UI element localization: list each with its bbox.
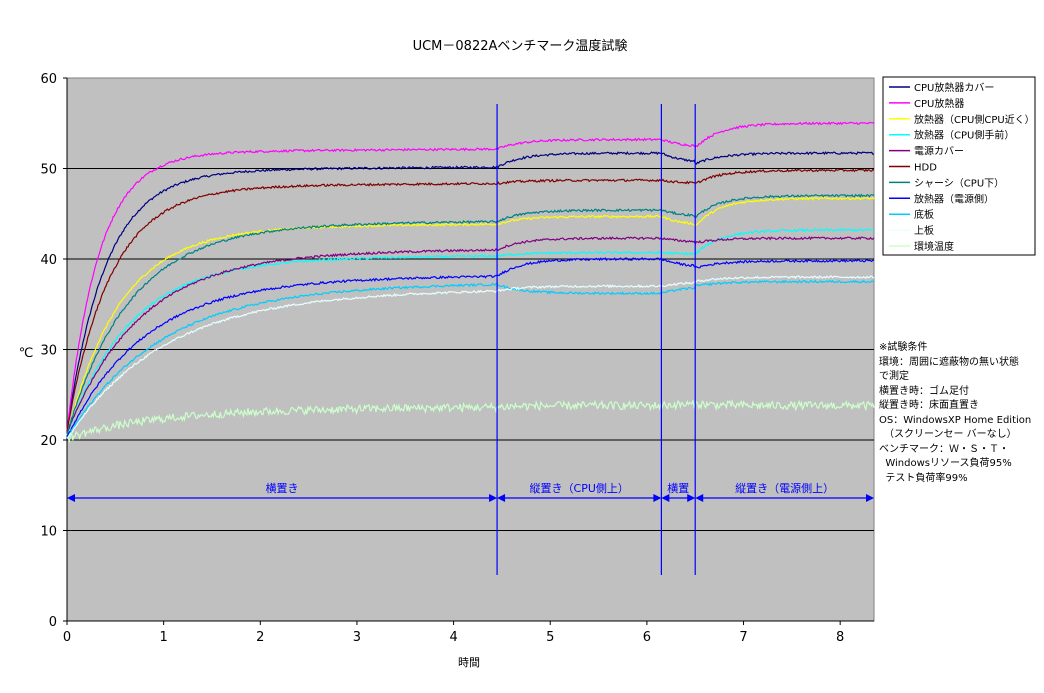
x-axis-label: 時間 bbox=[458, 656, 480, 669]
note-line: （スクリーンセー バーなし） bbox=[879, 429, 1017, 440]
test-conditions-notes: ※試験条件 環境：周囲に遮蔽物の無い状態 で測定 横置き時：ゴム足付 縦置き時：… bbox=[879, 341, 1044, 486]
series-line bbox=[66, 236, 875, 433]
y-tick-label: 50 bbox=[40, 163, 57, 178]
legend-label: HDD bbox=[914, 163, 937, 174]
note-line: ベンチマーク：Ｗ・Ｓ・Ｔ・ bbox=[879, 443, 1009, 455]
plot-area: 0 10 20 30 40 50 60 0 1 2 3 4 5 6 7 8 横置き 縦置き（CPU側上） 横置 縦置き… bbox=[40, 72, 875, 645]
legend-label: シャーシ（CPU下） bbox=[914, 177, 1004, 189]
legend-label: CPU放熱器カバー bbox=[914, 81, 994, 94]
legend-label: CPU放熱器 bbox=[914, 97, 964, 110]
phase-arrow-head bbox=[497, 494, 506, 502]
phase-arrow-head bbox=[695, 494, 704, 502]
series-line bbox=[66, 275, 875, 439]
phase-arrow-head bbox=[489, 494, 498, 502]
y-tick-label: 30 bbox=[40, 344, 57, 359]
chart-title: UCM－0822Aベンチマーク温度試験 bbox=[413, 38, 628, 54]
legend-label: 底板 bbox=[914, 208, 934, 221]
y-tick-label: 10 bbox=[40, 525, 57, 540]
x-tick-label: 7 bbox=[739, 630, 747, 645]
note-line: 縦置き時：床面直置き bbox=[879, 400, 979, 411]
legend-label: 上板 bbox=[914, 224, 934, 237]
y-tick-label: 60 bbox=[40, 72, 57, 87]
legend-label: 放熱器（CPU側CPU近く） bbox=[914, 113, 1035, 126]
phase-arrow-head bbox=[653, 494, 662, 502]
phase-label: 縦置き（CPU側上） bbox=[530, 482, 629, 495]
note-line: 横置き時：ゴム足付 bbox=[879, 385, 969, 397]
series-line bbox=[66, 168, 875, 432]
x-tick-label: 5 bbox=[546, 630, 554, 645]
phase-arrow-head bbox=[866, 494, 874, 502]
series-line bbox=[66, 196, 875, 435]
legend-label: 電源カバー bbox=[914, 145, 964, 158]
phase-label: 横置き bbox=[266, 481, 299, 495]
legend-label: 環境温度 bbox=[914, 240, 954, 253]
phase-arrow-head bbox=[687, 494, 696, 502]
y-axis-label: ℃ bbox=[19, 346, 34, 361]
series-line bbox=[66, 257, 875, 438]
note-line: で測定 bbox=[879, 371, 909, 382]
phase-arrow-head bbox=[67, 494, 75, 502]
x-tick-label: 3 bbox=[353, 630, 361, 645]
series-line bbox=[66, 121, 875, 432]
x-tick-label: 8 bbox=[836, 630, 844, 645]
note-line: 環境：周囲に遮蔽物の無い状態 bbox=[879, 356, 1019, 368]
note-line: テスト負荷率99% bbox=[879, 472, 968, 484]
phase-label: 縦置き（電源側上） bbox=[735, 481, 834, 495]
x-tick-label: 2 bbox=[256, 630, 264, 645]
note-line: OS：WindowsXP Home Edition bbox=[879, 414, 1032, 426]
series-line bbox=[66, 151, 874, 431]
phase-arrow-head bbox=[661, 494, 670, 502]
x-tick-label: 6 bbox=[643, 630, 651, 645]
x-tick-label: 4 bbox=[449, 630, 457, 645]
y-tick-label: 0 bbox=[49, 615, 57, 630]
x-tick-label: 0 bbox=[63, 630, 71, 645]
y-tick-label: 40 bbox=[40, 253, 57, 268]
legend-label: 放熱器（CPU側手前） bbox=[914, 129, 1014, 142]
x-tick-label: 1 bbox=[160, 630, 168, 645]
series-line bbox=[66, 279, 875, 439]
series-line bbox=[66, 193, 875, 435]
series-line bbox=[66, 399, 875, 444]
phase-label: 横置 bbox=[667, 481, 689, 495]
y-tick-label: 20 bbox=[40, 434, 57, 449]
note-line: ※試験条件 bbox=[879, 342, 928, 353]
note-line: Windowsリソース負荷95% bbox=[879, 458, 1012, 469]
legend-label: 放熱器（電源側） bbox=[914, 192, 994, 205]
